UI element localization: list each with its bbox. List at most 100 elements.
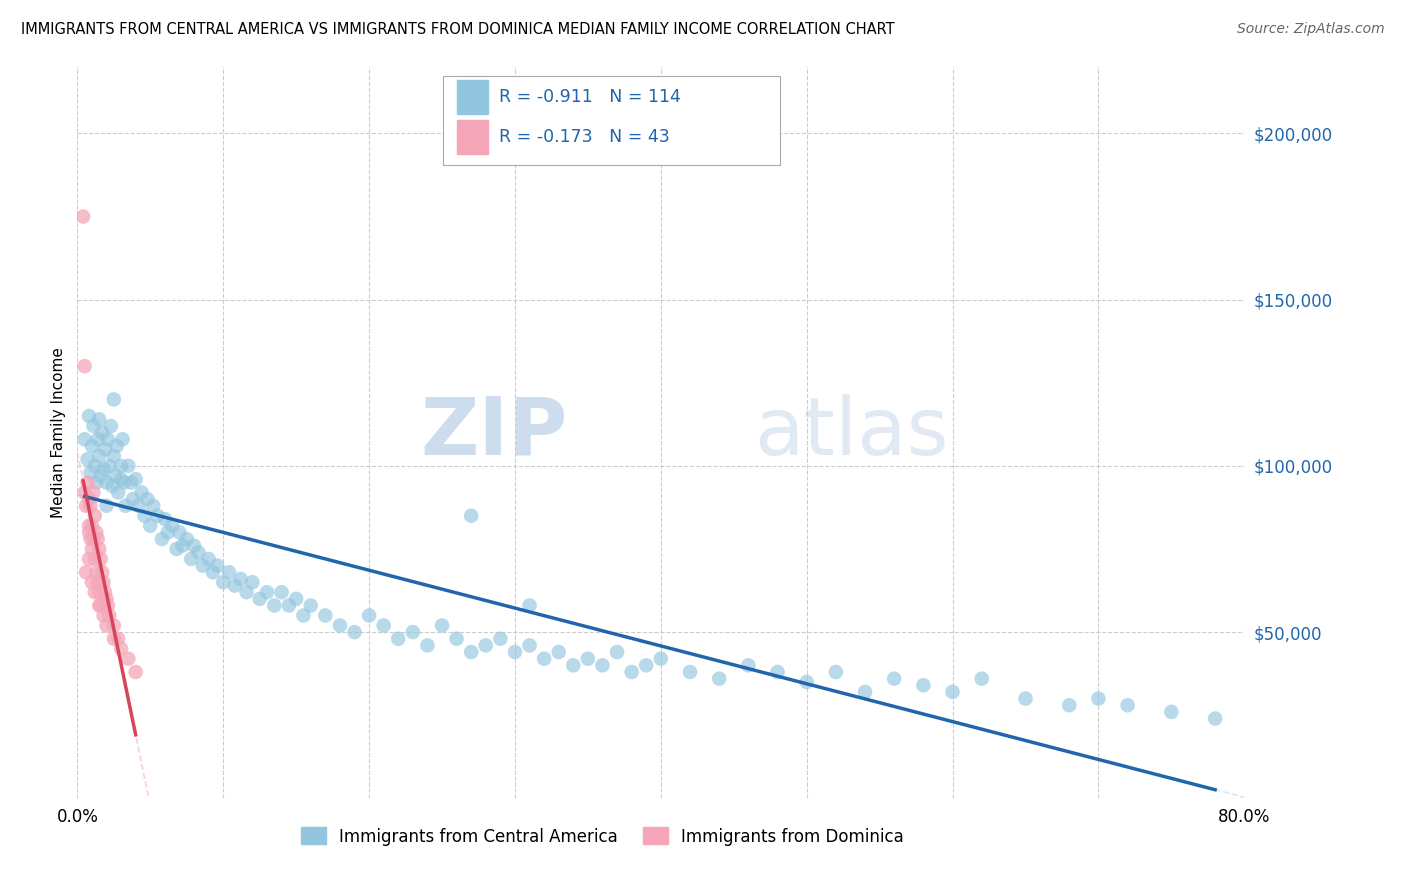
Point — [84, 566, 107, 580]
Point — [110, 458, 132, 473]
Point — [90, 552, 112, 566]
Point — [1057, 698, 1080, 713]
Point — [285, 591, 308, 606]
Point — [105, 439, 128, 453]
Point — [94, 585, 117, 599]
Point — [83, 458, 105, 473]
Point — [169, 525, 191, 540]
Point — [96, 475, 118, 490]
Point — [229, 572, 252, 586]
Point — [679, 665, 702, 679]
Text: atlas: atlas — [754, 393, 949, 472]
Point — [519, 639, 541, 653]
Point — [114, 499, 136, 513]
Point — [240, 575, 263, 590]
Point — [201, 566, 224, 580]
Point — [299, 599, 322, 613]
Point — [131, 485, 153, 500]
Point — [100, 419, 122, 434]
Point — [503, 645, 526, 659]
Point — [89, 585, 111, 599]
Y-axis label: Median Family Income: Median Family Income — [51, 347, 66, 518]
Point — [142, 499, 165, 513]
Point — [592, 658, 614, 673]
Point — [77, 492, 100, 507]
Point — [160, 518, 183, 533]
Point — [387, 632, 409, 646]
Point — [79, 532, 101, 546]
Point — [475, 639, 498, 653]
Point — [76, 452, 98, 467]
Text: ZIP: ZIP — [420, 393, 568, 472]
Point — [84, 475, 107, 490]
Point — [134, 508, 156, 523]
Point — [75, 499, 97, 513]
Point — [883, 672, 905, 686]
Point — [82, 485, 104, 500]
Point — [166, 541, 188, 556]
Point — [82, 532, 104, 546]
Point — [80, 541, 103, 556]
Point — [73, 359, 96, 373]
Point — [84, 525, 107, 540]
Point — [80, 439, 103, 453]
Point — [197, 552, 219, 566]
Point — [156, 525, 179, 540]
Point — [620, 665, 643, 679]
Point — [91, 566, 114, 580]
Point — [98, 458, 121, 473]
Point — [343, 625, 366, 640]
Point — [117, 458, 139, 473]
Point — [489, 632, 512, 646]
Point — [183, 539, 205, 553]
Point — [101, 479, 124, 493]
Point — [82, 419, 104, 434]
Point — [83, 552, 105, 566]
Point — [93, 575, 115, 590]
Point — [103, 618, 125, 632]
Point — [263, 599, 285, 613]
Point — [207, 558, 229, 573]
Point — [824, 665, 846, 679]
Point — [89, 599, 111, 613]
Point — [87, 575, 110, 590]
Point — [1160, 705, 1182, 719]
Point — [329, 618, 352, 632]
Point — [89, 412, 111, 426]
Point — [277, 599, 299, 613]
Point — [942, 685, 965, 699]
Point — [77, 518, 100, 533]
Point — [139, 518, 162, 533]
Point — [110, 472, 132, 486]
Point — [172, 539, 194, 553]
Point — [110, 641, 132, 656]
Point — [112, 475, 135, 490]
Point — [72, 210, 94, 224]
Point — [80, 575, 103, 590]
Point — [292, 608, 315, 623]
Point — [519, 599, 541, 613]
Point — [77, 552, 100, 566]
Point — [533, 651, 555, 665]
Point — [1087, 691, 1109, 706]
Point — [150, 532, 173, 546]
Point — [224, 578, 246, 592]
Point — [97, 599, 120, 613]
Point — [96, 499, 118, 513]
Point — [93, 608, 115, 623]
Point — [76, 475, 98, 490]
Point — [737, 658, 759, 673]
Text: IMMIGRANTS FROM CENTRAL AMERICA VS IMMIGRANTS FROM DOMINICA MEDIAN FAMILY INCOME: IMMIGRANTS FROM CENTRAL AMERICA VS IMMIG… — [21, 22, 894, 37]
Point — [402, 625, 425, 640]
Point — [562, 658, 585, 673]
Point — [853, 685, 876, 699]
Point — [128, 499, 150, 513]
Point — [796, 675, 818, 690]
Point — [121, 492, 143, 507]
Point — [124, 665, 148, 679]
Point — [1014, 691, 1036, 706]
Point — [146, 508, 169, 523]
Point — [96, 618, 118, 632]
Point — [235, 585, 257, 599]
Point — [1204, 712, 1226, 726]
